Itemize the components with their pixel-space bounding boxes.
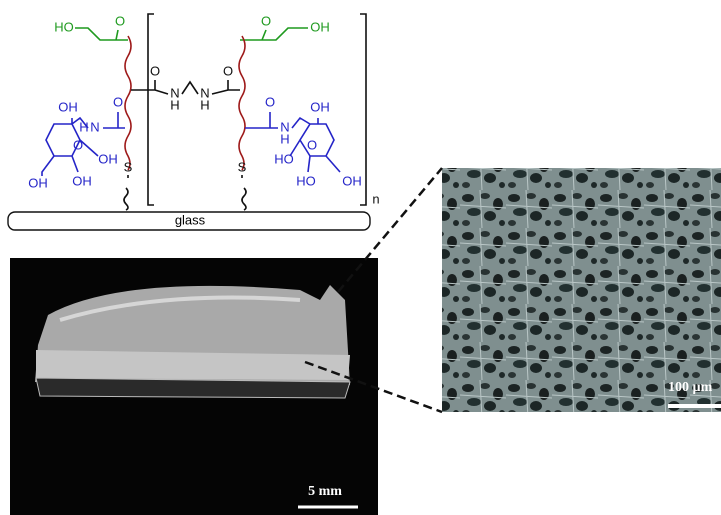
atom-label: N <box>200 85 209 100</box>
atom-label: H <box>170 97 179 112</box>
atom-label: OH <box>28 175 48 190</box>
atom-label: H <box>79 119 88 134</box>
atom-label: O <box>307 137 317 152</box>
atom-label: HO <box>274 151 294 166</box>
atom-label: N <box>280 119 289 134</box>
substrate <box>7 211 371 231</box>
atom-label: O <box>113 94 123 109</box>
atom-label: HO <box>54 19 74 34</box>
atom-label: OH <box>342 173 362 188</box>
atom-label: H <box>200 97 209 112</box>
photo-scale-bar: 5 mm <box>308 484 342 499</box>
atom-label: OH <box>58 99 78 114</box>
substrate-label: glass <box>175 212 206 227</box>
micrograph <box>442 168 721 412</box>
atom-label: OH <box>72 173 92 188</box>
atom-label: OH <box>98 151 118 166</box>
atom-label: S <box>124 159 133 174</box>
atom-label: n <box>372 191 379 206</box>
atom-label: O <box>150 63 160 78</box>
atom-label: O <box>223 63 233 78</box>
atom-label: HO <box>296 173 316 188</box>
atom-label: N <box>170 85 179 100</box>
atom-label: O <box>265 94 275 109</box>
atom-label: O <box>115 13 125 28</box>
atom-label: OH <box>310 19 330 34</box>
atom-label: S <box>238 159 247 174</box>
atom-label: H <box>280 131 289 146</box>
atom-label: O <box>261 13 271 28</box>
atom-label: N <box>90 119 99 134</box>
atom-label: O <box>73 137 83 152</box>
micrograph-scale-bar: 100 µm <box>668 380 713 395</box>
atom-label: OH <box>310 99 330 114</box>
